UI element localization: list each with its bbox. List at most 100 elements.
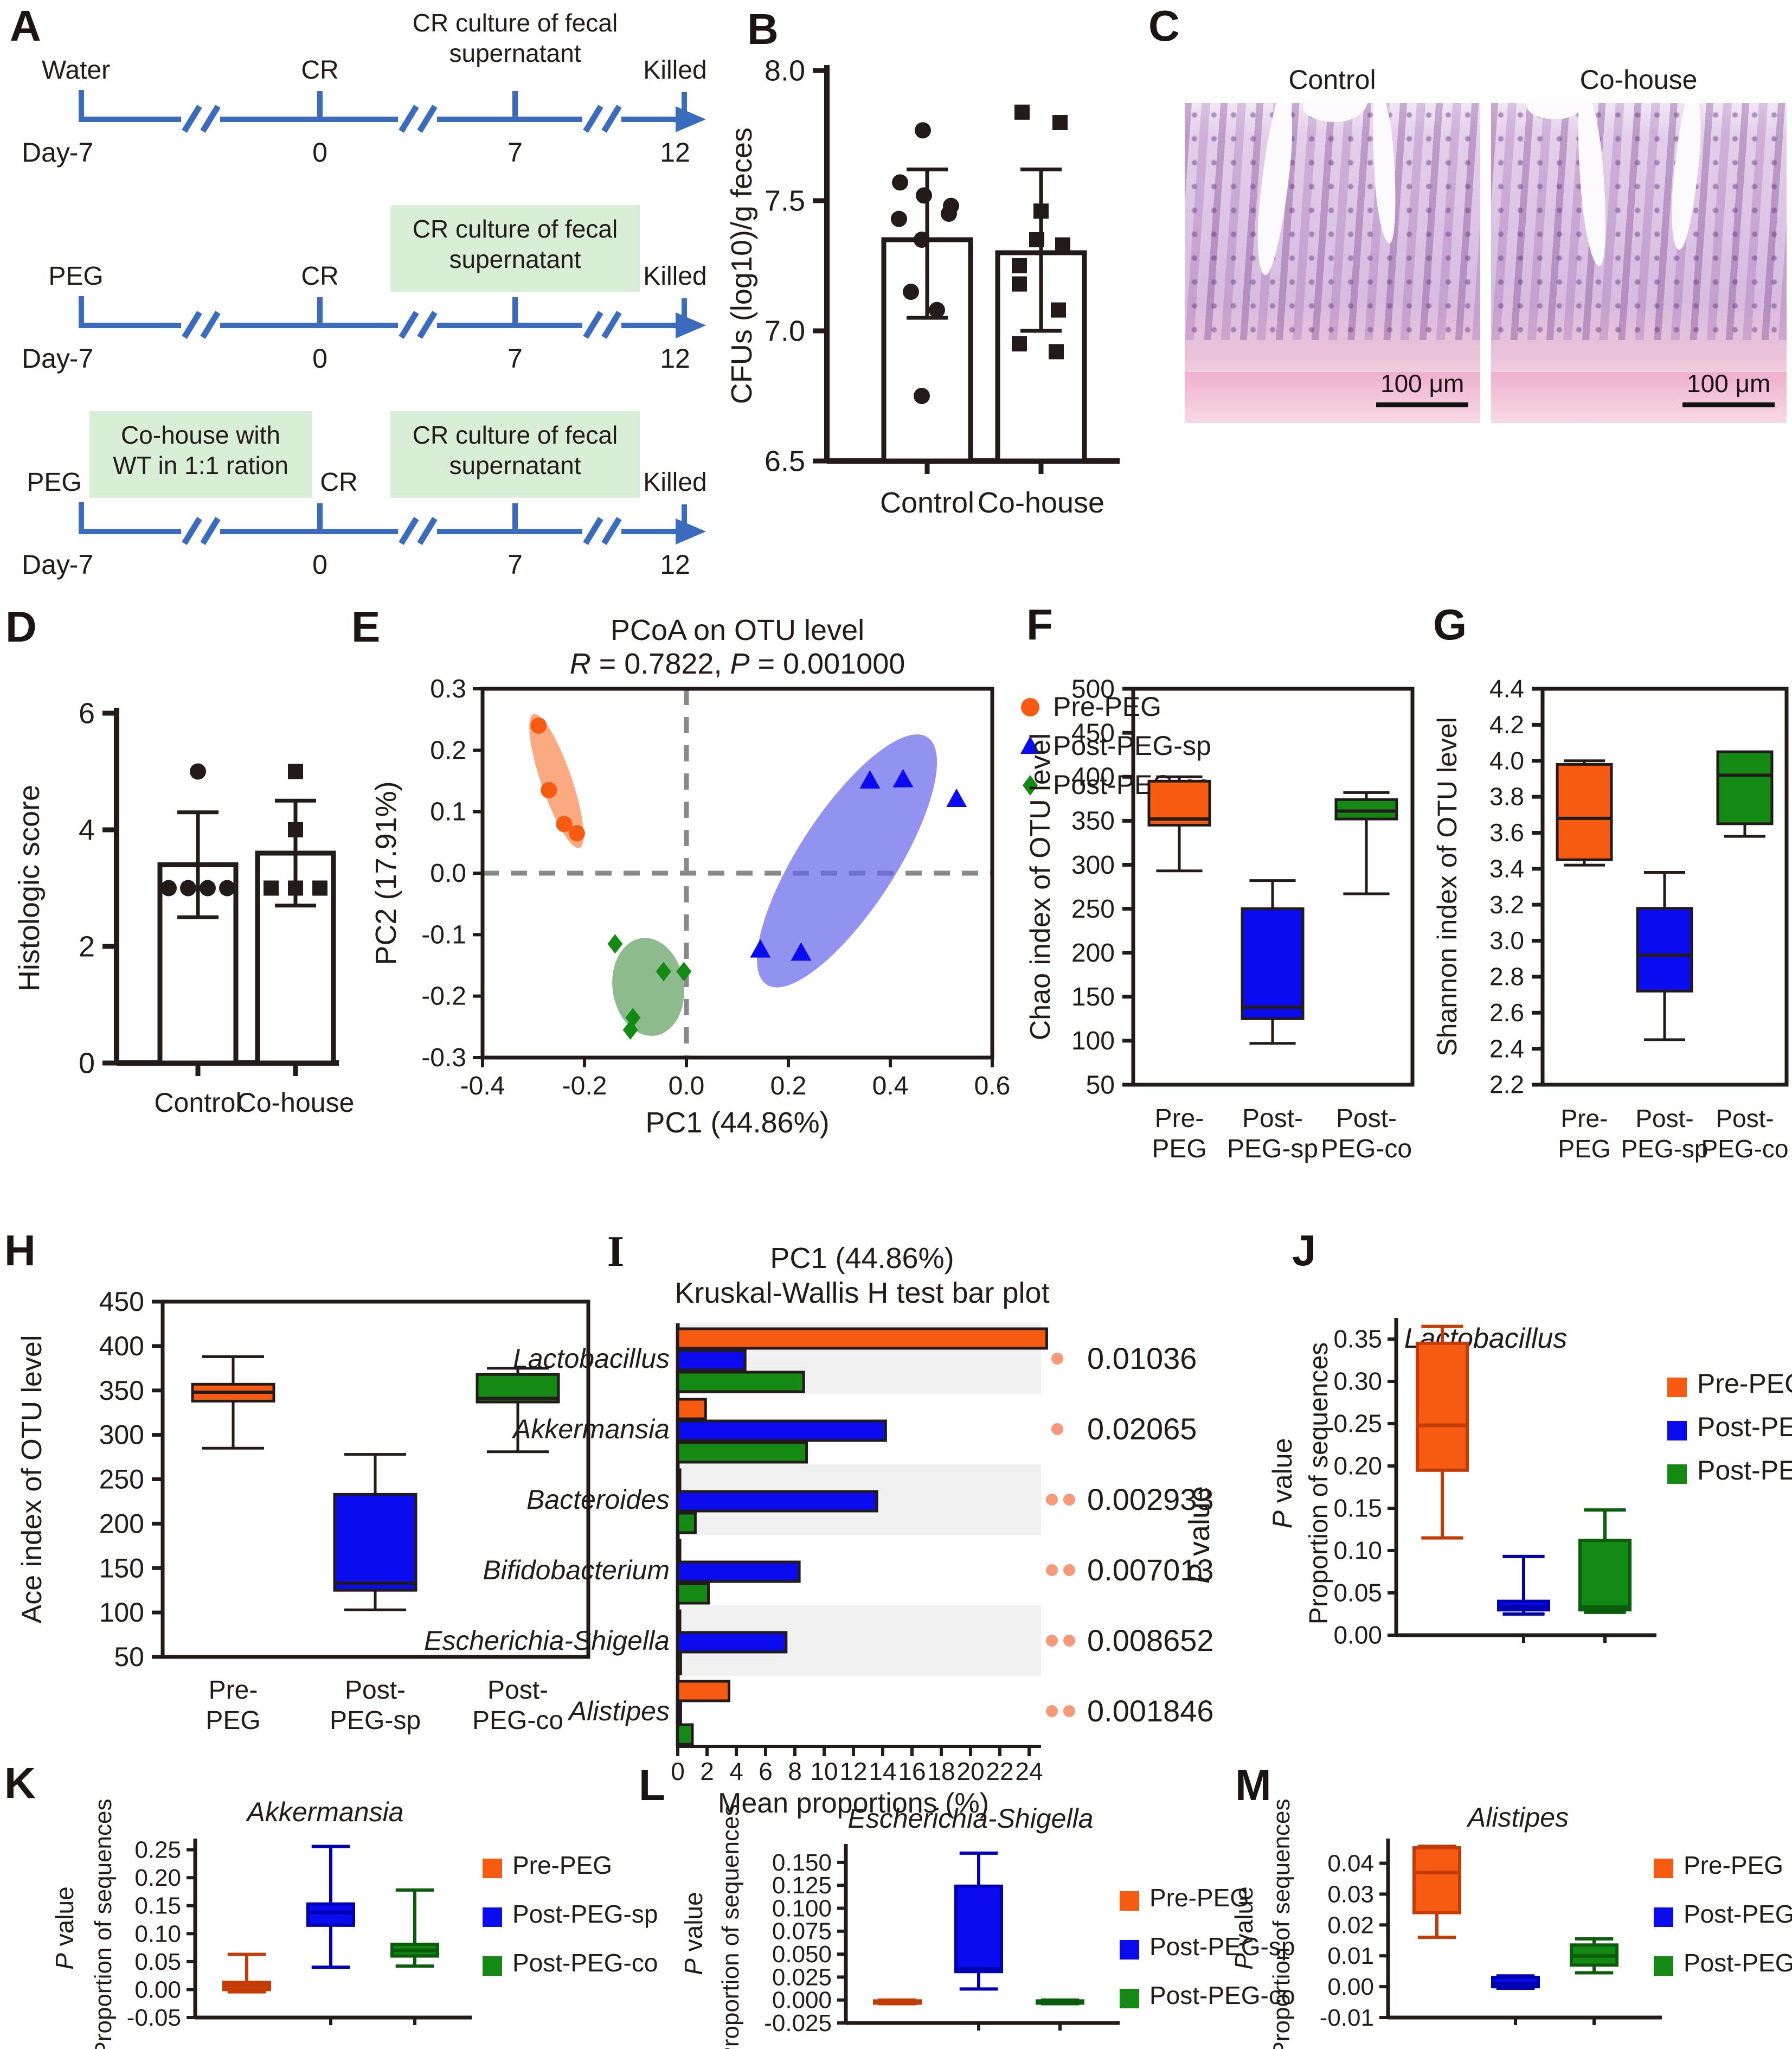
svg-text:2.8: 2.8 — [1489, 963, 1524, 991]
histology-nuclei — [1185, 103, 1480, 347]
svg-text:0.050: 0.050 — [772, 1941, 832, 1968]
svg-text:0.03: 0.03 — [1327, 1881, 1374, 1907]
svg-text:Control: Control — [154, 1087, 241, 1118]
svg-text:Chao index of OTU level: Chao index of OTU level — [1025, 733, 1056, 1041]
svg-text:0.125: 0.125 — [772, 1872, 832, 1899]
svg-text:0.05: 0.05 — [134, 1949, 181, 1975]
svg-text:250: 250 — [1071, 895, 1115, 924]
panel-f-letter: F — [1026, 600, 1053, 649]
svg-text:16: 16 — [898, 1757, 926, 1785]
svg-text:500: 500 — [1071, 675, 1115, 703]
svg-text:-0.025: -0.025 — [764, 2010, 832, 2037]
svg-text:2.6: 2.6 — [1489, 998, 1524, 1027]
svg-text:4.0: 4.0 — [1489, 746, 1524, 774]
panel-a-letter: A — [10, 2, 41, 50]
svg-text:24: 24 — [1015, 1757, 1043, 1785]
histology-nuclei — [1491, 103, 1787, 347]
svg-text:PEG: PEG — [205, 1706, 260, 1735]
svg-text:3.0: 3.0 — [1489, 926, 1524, 955]
svg-text:Control: Control — [880, 486, 974, 519]
svg-text:Killed: Killed — [643, 56, 706, 85]
svg-text:Akkermansia: Akkermansia — [246, 1797, 404, 1827]
scale-bar-line — [1682, 402, 1775, 407]
svg-text:7: 7 — [508, 549, 523, 580]
svg-text:Pre-PEG: Pre-PEG — [1149, 1884, 1249, 1912]
svg-text:0.000: 0.000 — [772, 1987, 832, 2014]
svg-text:Day: Day — [22, 549, 70, 580]
svg-text:-0.01: -0.01 — [1320, 2005, 1374, 2031]
svg-text:12: 12 — [660, 343, 690, 374]
scale-bar-label: 100 μm — [1380, 369, 1465, 398]
svg-text:0.02065: 0.02065 — [1087, 1412, 1197, 1446]
svg-text:350: 350 — [99, 1375, 144, 1406]
svg-text:0.007013: 0.007013 — [1087, 1553, 1214, 1587]
svg-text:150: 150 — [99, 1553, 144, 1583]
histology-crypts — [1491, 103, 1787, 340]
scale-bar-line — [1376, 402, 1469, 407]
svg-text:7.0: 7.0 — [765, 315, 805, 347]
panel-m-letter: M — [1235, 1761, 1271, 1809]
svg-text:PEG-sp: PEG-sp — [330, 1706, 421, 1735]
svg-text:10: 10 — [810, 1757, 838, 1785]
svg-text:Post-: Post- — [1635, 1104, 1693, 1132]
svg-text:0.00: 0.00 — [1333, 1621, 1382, 1649]
svg-text:Alistipes: Alistipes — [567, 1696, 670, 1726]
svg-text:supernatant: supernatant — [449, 451, 581, 479]
svg-text:18: 18 — [927, 1757, 955, 1785]
panel-h-letter: H — [4, 1226, 36, 1275]
scale-bar: 100 μm — [1682, 369, 1775, 407]
svg-text:0.02: 0.02 — [1327, 1912, 1374, 1938]
svg-text:PEG-co: PEG-co — [472, 1706, 563, 1735]
svg-text:0.2: 0.2 — [430, 736, 466, 765]
svg-text:0.4: 0.4 — [872, 1072, 909, 1100]
svg-text:0.25: 0.25 — [134, 1837, 181, 1864]
svg-text:CR: CR — [301, 262, 338, 291]
histology-image-cohouse: 100 μm — [1491, 103, 1787, 423]
svg-text:0: 0 — [79, 1047, 95, 1079]
svg-text:0.6: 0.6 — [974, 1072, 1011, 1100]
svg-text:Post-PEG-co: Post-PEG-co — [1697, 1455, 1792, 1485]
panel-l-escherichia-boxplot: Escherichia-Shigella -0.0250.0000.0250.05… — [679, 1803, 1295, 2049]
panel-c-letter: C — [1148, 2, 1180, 50]
svg-text:P value: P value — [1267, 1438, 1298, 1529]
svg-text:0.00: 0.00 — [134, 1976, 181, 2003]
svg-text:0.2: 0.2 — [770, 1072, 807, 1100]
svg-text:PC1 (44.86%): PC1 (44.86%) — [645, 1106, 829, 1139]
svg-text:-0.4: -0.4 — [460, 1072, 505, 1100]
svg-text:200: 200 — [99, 1508, 144, 1539]
svg-text:P value: P value — [1230, 1886, 1258, 1969]
svg-text:Post-: Post- — [1242, 1104, 1303, 1133]
panel-m-alistipes-boxplot: Alistipes -0.01 0.00 0.01 0.02 0.03 0.04 P valu… — [1230, 1799, 1792, 2049]
svg-text:8.0: 8.0 — [765, 54, 805, 87]
svg-text:PEG-co: PEG-co — [1701, 1135, 1788, 1163]
svg-text:0: 0 — [312, 137, 327, 168]
svg-text:PCoA on OTU level: PCoA on OTU level — [611, 614, 864, 646]
svg-text:Post-PEG-sp: Post-PEG-sp — [1149, 1932, 1295, 1961]
svg-text:0.15: 0.15 — [1333, 1494, 1382, 1522]
svg-text:Proportion of sequences: Proportion of sequences — [1305, 1342, 1333, 1624]
svg-text:0.00: 0.00 — [1327, 1974, 1374, 2000]
svg-text:CR: CR — [301, 56, 338, 85]
svg-text:7.5: 7.5 — [765, 184, 805, 217]
panel-b-cfu-bar-chart: CFUs (log10)/g feces 6.5 7.0 7.5 8.0 Control C… — [725, 54, 1120, 519]
svg-text:0.150: 0.150 — [772, 1849, 832, 1876]
panel-d-letter: D — [5, 603, 37, 651]
svg-text:Post-PEG-co: Post-PEG-co — [1684, 1949, 1792, 1977]
svg-text:P value: P value — [50, 1886, 79, 1969]
histology-muscle-layer — [1491, 372, 1787, 423]
svg-text:50: 50 — [1086, 1071, 1115, 1099]
svg-text:0.008652: 0.008652 — [1087, 1623, 1214, 1657]
svg-text:CR: CR — [320, 468, 357, 497]
svg-text:3.2: 3.2 — [1489, 891, 1524, 919]
svg-text:Proportion of sequences: Proportion of sequences — [717, 1804, 744, 2049]
svg-text:150: 150 — [1071, 983, 1115, 1011]
svg-text:-7: -7 — [69, 549, 93, 580]
svg-text:CR culture of fecal: CR culture of fecal — [413, 9, 618, 37]
svg-text:-0.2: -0.2 — [421, 982, 466, 1011]
svg-text:2.4: 2.4 — [1489, 1034, 1524, 1062]
svg-text:CFUs (log10)/g feces: CFUs (log10)/g feces — [725, 127, 758, 404]
svg-text:Bacteroides: Bacteroides — [526, 1484, 670, 1515]
svg-text:Alistipes: Alistipes — [1466, 1802, 1569, 1833]
panel-l-letter: L — [639, 1761, 665, 1809]
svg-text:0.01036: 0.01036 — [1087, 1341, 1197, 1375]
